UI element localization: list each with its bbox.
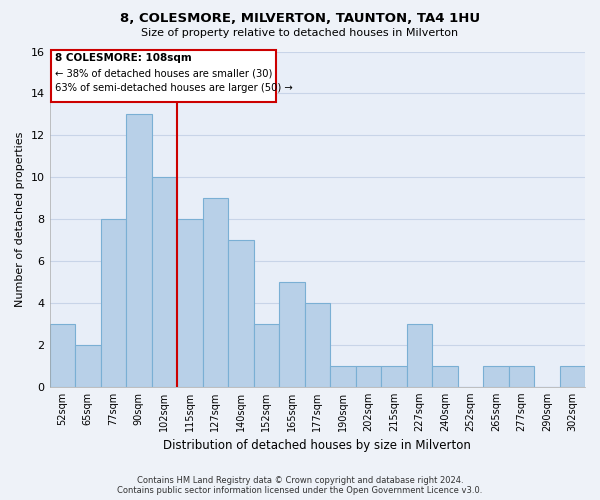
Bar xyxy=(228,240,254,387)
Bar xyxy=(560,366,585,387)
Bar xyxy=(305,303,330,387)
FancyBboxPatch shape xyxy=(51,50,277,102)
Bar xyxy=(75,345,101,387)
Text: Size of property relative to detached houses in Milverton: Size of property relative to detached ho… xyxy=(142,28,458,38)
Bar xyxy=(101,219,126,387)
Bar xyxy=(330,366,356,387)
Bar xyxy=(509,366,534,387)
Bar xyxy=(126,114,152,387)
X-axis label: Distribution of detached houses by size in Milverton: Distribution of detached houses by size … xyxy=(163,440,471,452)
Bar xyxy=(356,366,381,387)
Text: Contains public sector information licensed under the Open Government Licence v3: Contains public sector information licen… xyxy=(118,486,482,495)
Text: 8 COLESMORE: 108sqm: 8 COLESMORE: 108sqm xyxy=(55,53,191,63)
Bar xyxy=(254,324,279,387)
Bar xyxy=(381,366,407,387)
Bar xyxy=(50,324,75,387)
Bar xyxy=(203,198,228,387)
Bar xyxy=(152,177,177,387)
Bar xyxy=(483,366,509,387)
Text: Contains HM Land Registry data © Crown copyright and database right 2024.: Contains HM Land Registry data © Crown c… xyxy=(137,476,463,485)
Y-axis label: Number of detached properties: Number of detached properties xyxy=(15,132,25,307)
Text: 8, COLESMORE, MILVERTON, TAUNTON, TA4 1HU: 8, COLESMORE, MILVERTON, TAUNTON, TA4 1H… xyxy=(120,12,480,26)
Text: ← 38% of detached houses are smaller (30): ← 38% of detached houses are smaller (30… xyxy=(55,68,272,78)
Text: 63% of semi-detached houses are larger (50) →: 63% of semi-detached houses are larger (… xyxy=(55,83,292,93)
Bar xyxy=(177,219,203,387)
Bar xyxy=(432,366,458,387)
Bar xyxy=(279,282,305,387)
Bar xyxy=(407,324,432,387)
